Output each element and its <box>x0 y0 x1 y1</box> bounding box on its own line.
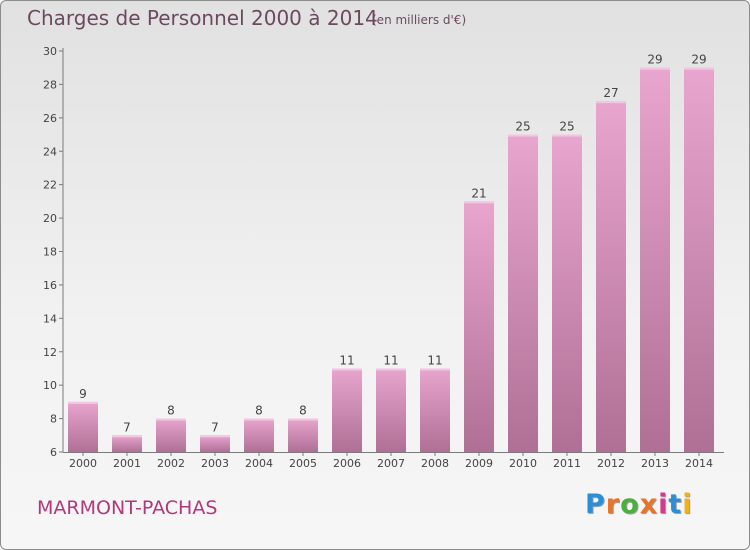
bar-highlight <box>684 67 714 70</box>
bar-value-label: 29 <box>691 53 706 67</box>
bar-value-label: 7 <box>211 420 219 434</box>
bar <box>640 67 670 452</box>
x-tick-label: 2003 <box>201 457 229 470</box>
x-tick-label: 2013 <box>641 457 669 470</box>
bar-value-label: 8 <box>255 404 263 418</box>
bar-highlight <box>596 101 626 104</box>
bar <box>420 368 450 452</box>
x-tick-label: 2007 <box>377 457 405 470</box>
bar-highlight <box>288 418 318 421</box>
x-tick-label: 2010 <box>509 457 537 470</box>
bar-highlight <box>376 368 406 371</box>
bar-highlight <box>420 368 450 371</box>
x-tick-label: 2014 <box>685 457 713 470</box>
x-tick-label: 2002 <box>157 457 185 470</box>
bar <box>376 368 406 452</box>
bar-highlight <box>112 435 142 438</box>
bar-value-label: 7 <box>123 420 131 434</box>
y-tick-label: 28 <box>43 78 57 91</box>
logo-letter: t <box>668 489 683 520</box>
x-tick-label: 2004 <box>245 457 273 470</box>
bar-value-label: 9 <box>79 387 87 401</box>
logo-letter: o <box>620 489 640 520</box>
bar <box>508 134 538 452</box>
y-tick-label: 12 <box>43 346 57 359</box>
y-tick-label: 8 <box>50 413 57 426</box>
x-tick-label: 2005 <box>289 457 317 470</box>
y-tick-label: 24 <box>43 145 57 158</box>
x-tick-label: 2001 <box>113 457 141 470</box>
y-tick-label: 6 <box>50 446 57 459</box>
bar-highlight <box>332 368 362 371</box>
bar-highlight <box>464 201 494 204</box>
x-tick-label: 2012 <box>597 457 625 470</box>
bar-value-label: 25 <box>559 120 574 134</box>
bar <box>156 418 186 452</box>
bar <box>112 435 142 452</box>
bar <box>596 101 626 452</box>
logo-letter: i <box>658 489 669 520</box>
y-tick-label: 18 <box>43 246 57 259</box>
bar-value-label: 8 <box>167 404 175 418</box>
chart-subtitle: (en milliers d'€) <box>372 13 467 27</box>
logo-letter: i <box>682 489 693 520</box>
x-tick-label: 2009 <box>465 457 493 470</box>
x-tick-label: 2008 <box>421 457 449 470</box>
bar-highlight <box>200 435 230 438</box>
logo-letter: r <box>605 489 621 520</box>
proxiti-logo: Proxiti <box>585 489 693 520</box>
y-tick-label: 22 <box>43 179 57 192</box>
bar-value-label: 27 <box>603 86 618 100</box>
bar-value-label: 25 <box>515 120 530 134</box>
logo-letter: P <box>585 489 606 520</box>
bar <box>552 134 582 452</box>
bar <box>332 368 362 452</box>
bar <box>464 201 494 452</box>
bar-highlight <box>156 418 186 421</box>
y-tick-label: 26 <box>43 112 57 125</box>
bar-highlight <box>68 401 98 404</box>
chart-title: Charges de Personnel 2000 à 2014 <box>27 6 378 30</box>
bar-value-label: 11 <box>383 353 398 367</box>
bar <box>200 435 230 452</box>
commune-name: MARMONT-PACHAS <box>37 497 218 519</box>
y-tick-label: 10 <box>43 379 57 392</box>
y-tick-label: 20 <box>43 212 57 225</box>
bar-value-label: 11 <box>427 353 442 367</box>
bar-highlight <box>244 418 274 421</box>
x-tick-label: 2000 <box>69 457 97 470</box>
bar <box>68 401 98 452</box>
logo-letter: x <box>639 489 659 520</box>
bar-value-label: 11 <box>339 353 354 367</box>
y-tick-label: 30 <box>43 45 57 58</box>
x-tick-label: 2006 <box>333 457 361 470</box>
bar <box>244 418 274 452</box>
y-tick-label: 14 <box>43 312 57 325</box>
bar-highlight <box>552 134 582 137</box>
bar-value-label: 29 <box>647 53 662 67</box>
x-tick-label: 2011 <box>553 457 581 470</box>
y-tick-label: 16 <box>43 279 57 292</box>
bar-highlight <box>640 67 670 70</box>
bar <box>684 67 714 452</box>
bar-value-label: 21 <box>471 186 486 200</box>
bar-value-label: 8 <box>299 404 307 418</box>
bar-highlight <box>508 134 538 137</box>
bar <box>288 418 318 452</box>
